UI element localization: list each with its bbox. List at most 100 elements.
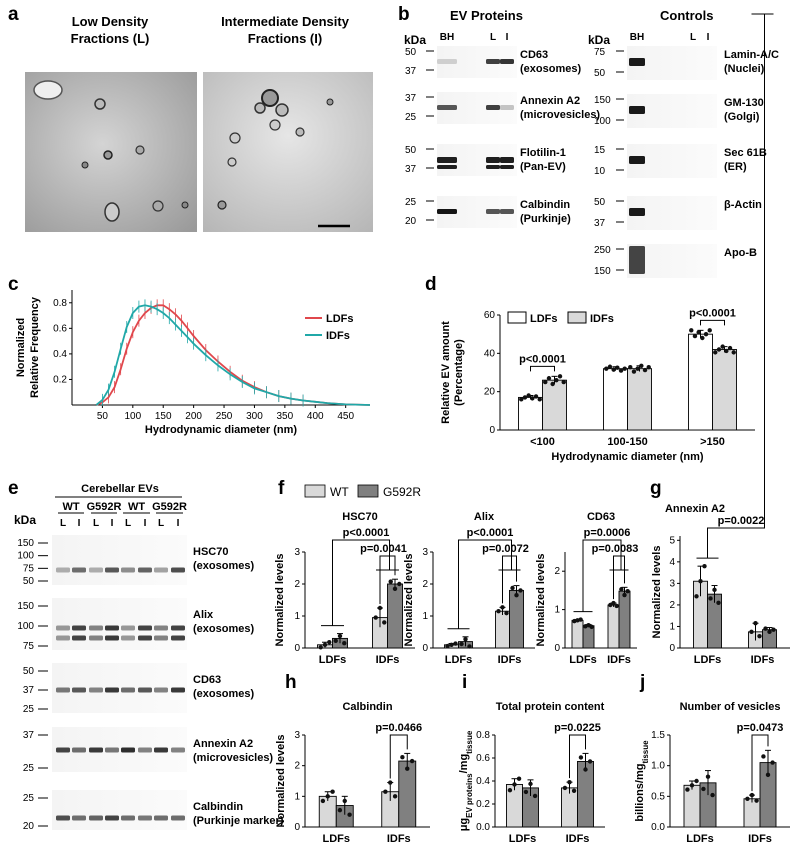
f3-bar-WT-IDFs: [607, 604, 620, 649]
ev-blot-sublabel-2: (Pan-EV): [520, 161, 566, 173]
ev-blot-tick-2-a: 50: [405, 145, 417, 156]
e-tick-label-4-1: 20: [23, 821, 35, 832]
e-kda-label: kDa: [14, 513, 36, 527]
ev-blot-tick-3-b: 20: [405, 216, 417, 227]
ctrl-lane-L: L: [690, 32, 696, 43]
panel-label-c: c: [8, 274, 19, 295]
ev-lane-I: I: [506, 32, 509, 43]
ctrl-tick-0-a: 75: [594, 47, 606, 58]
e-tick-label-1-1: 100: [17, 621, 34, 632]
e-band: [171, 625, 185, 631]
d-dot: [546, 376, 552, 381]
i-title: Total protein content: [496, 701, 605, 713]
h-cat-label: IDFs: [387, 833, 411, 845]
bar-charts: 0 1 2 3 HSC70 Normalized levels LDFs IDFs p<0.00…: [274, 13, 790, 845]
chart-f3: 0 1 2 CD63 Normalized levels LDFs IDFs p=0.0006…: [535, 511, 638, 666]
d-dot: [522, 395, 528, 400]
c-xlabel: Hydrodynamic diameter (nm): [145, 424, 298, 436]
f3-dot: [578, 617, 583, 622]
c-xtick-label: 100: [124, 411, 141, 422]
e-lane-6: L: [158, 518, 164, 529]
d-dot: [635, 366, 640, 371]
j-dot: [754, 798, 759, 803]
ev-blot-tick-0-b: 37: [405, 66, 417, 77]
g-dot: [767, 629, 772, 635]
ev-band: [486, 157, 500, 163]
e-blot-label-1: Alix: [193, 609, 214, 621]
g-dot: [757, 633, 762, 639]
f2-bar-G592R-IDFs: [509, 589, 524, 649]
e-band: [154, 747, 168, 753]
f1-bar-G592R-IDFs: [387, 583, 403, 649]
j-ylabel: billions/mgtissue: [634, 740, 650, 822]
ev-blot-label-2: Flotilin-1: [520, 147, 566, 159]
e-blot-sublabel-2: (exosomes): [193, 688, 254, 700]
c-ytick-label: 0.2: [53, 374, 67, 385]
d-dot: [713, 350, 718, 355]
e-band: [89, 625, 103, 631]
ctrl-label-0: Lamin-A/C: [724, 49, 779, 61]
c-ylabel-2: Relative Frequency: [29, 296, 41, 398]
d-dot: [707, 328, 712, 333]
j-bar-WT-LDFs: [683, 784, 701, 828]
ev-band: [500, 165, 514, 169]
f2-dot: [467, 644, 472, 649]
d-pvalue-0: p<0.0001: [519, 353, 566, 365]
e-band: [72, 747, 86, 753]
chart-h: 0 1 2 3 Calbindin Normalized levels LDFs IDFs p=…: [275, 701, 430, 845]
h-title: Calbindin: [342, 701, 392, 713]
f3-dot: [614, 603, 619, 609]
e-tick-label-0-0: 150: [17, 538, 34, 549]
f1-ylabel: Normalized levels: [274, 554, 286, 647]
d-dot: [543, 379, 548, 385]
h-dot: [409, 758, 415, 764]
e-band: [171, 567, 185, 573]
e-band: [72, 635, 86, 641]
f3-bar-WT-LDFs: [571, 619, 584, 649]
d-dot: [646, 365, 651, 370]
d-ytick-label: 20: [484, 387, 496, 398]
sig-pvalue: p=0.0473: [737, 722, 784, 734]
i-dot: [567, 779, 572, 785]
chart-f1: 0 1 2 3 HSC70 Normalized levels LDFs IDFs p<0.00…: [274, 511, 415, 666]
f2-dot: [449, 642, 454, 647]
h-dot: [392, 794, 398, 799]
d-bar-IDFs-100-150: [627, 368, 652, 431]
e-band: [105, 815, 119, 821]
d-ylabel-1: (Percentage): [453, 339, 465, 406]
h-ytick-label: 2: [294, 761, 300, 772]
h-dot: [342, 798, 347, 804]
e-tick-label-4-0: 25: [23, 793, 35, 804]
f3-dot: [589, 624, 594, 630]
f2-ytick-label: 2: [422, 579, 428, 590]
g-ylabel: Normalized levels: [651, 546, 663, 639]
e-band: [154, 687, 168, 693]
d-cat-label: <100: [530, 436, 555, 448]
h-dot: [320, 798, 326, 804]
ev-blot-label-0: CD63: [520, 49, 548, 61]
ev-band: [486, 105, 500, 110]
f3-bar-G592R-LDFs: [582, 625, 595, 649]
e-tick-label-0-1: 100: [17, 551, 34, 562]
ev-lane-BH: BH: [440, 32, 454, 43]
j-dot: [765, 772, 771, 778]
sig-pvalue-outer: p=0.0022: [718, 515, 765, 527]
ev-band: [486, 59, 500, 64]
legend-f: WT G592R: [304, 484, 421, 499]
ctrl-lane-I: I: [707, 32, 710, 43]
d-dot: [550, 381, 555, 387]
i-bar-WT-IDFs: [561, 787, 578, 828]
g-ytick-label: 1: [669, 621, 675, 632]
panel-label-i: i: [462, 672, 467, 693]
g-dot: [749, 629, 754, 635]
e-band: [154, 625, 168, 631]
sig-bracket-outer: [458, 539, 512, 629]
i-dot: [523, 789, 529, 795]
g-dot: [702, 563, 707, 569]
d-cat-label: >150: [700, 436, 725, 448]
f1-dot: [337, 633, 343, 639]
sig-pvalue-outer: p=0.0006: [584, 527, 631, 539]
sig-bracket-outer: [332, 539, 390, 626]
g-cat-label: LDFs: [694, 654, 722, 666]
e-blot-sublabel-1: (exosomes): [193, 623, 254, 635]
